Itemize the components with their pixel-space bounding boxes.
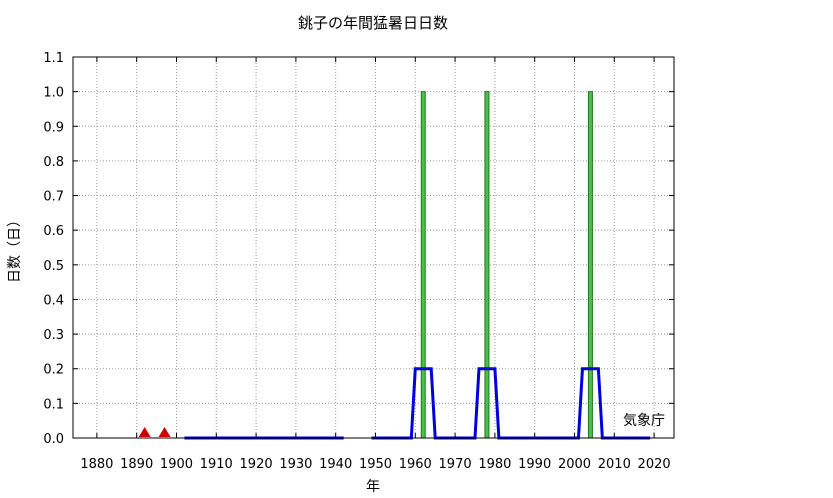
y-tick-label: 1.1: [43, 51, 64, 66]
x-tick-label: 1970: [439, 457, 472, 472]
y-tick-label: 0.7: [43, 190, 64, 205]
x-tick-label: 2010: [598, 457, 631, 472]
bar-series: [420, 91, 593, 439]
x-tick-label: 1930: [279, 457, 312, 472]
chart-title: 銚子の年間猛暑日日数: [298, 14, 448, 32]
bar: [484, 91, 490, 439]
x-tick-label: 1880: [80, 457, 113, 472]
triangle-marker: [158, 427, 171, 437]
triangle-marker: [138, 427, 151, 437]
marker-series: [138, 427, 171, 437]
y-tick-label: 0.9: [43, 120, 64, 135]
bar: [420, 91, 426, 439]
y-axis-label: 日数（日）: [7, 213, 23, 283]
x-tick-label: 1900: [160, 457, 193, 472]
x-axis-label: 年: [366, 479, 380, 495]
y-tick-label: 0.3: [43, 328, 64, 343]
grid-lines: [73, 56, 674, 439]
credit-label: 気象庁: [623, 413, 665, 429]
x-tick-label: 1890: [120, 457, 153, 472]
x-tick-label: 1940: [319, 457, 352, 472]
line-series: [184, 367, 651, 440]
series-line: [371, 367, 651, 440]
y-tick-label: 0.8: [43, 155, 64, 170]
x-tick-label: 2020: [638, 457, 671, 472]
x-tick-label: 2000: [558, 457, 591, 472]
x-tick-label: 1990: [518, 457, 551, 472]
y-tick-label: 0.4: [43, 293, 64, 308]
y-tick-label: 1.0: [43, 86, 64, 101]
x-tick-label: 1950: [359, 457, 392, 472]
y-axis-ticks: 0.0 0.1 0.2 0.3 0.4 0.5 0.6 0.7 0.8 0.9 1.0 1.1: [43, 51, 674, 447]
y-tick-label: 0.0: [43, 432, 64, 447]
bar: [587, 91, 593, 439]
y-tick-label: 0.2: [43, 363, 64, 378]
x-tick-label: 1910: [200, 457, 233, 472]
y-tick-label: 0.1: [43, 397, 64, 412]
x-tick-label: 1960: [399, 457, 432, 472]
x-tick-label: 1920: [240, 457, 273, 472]
y-tick-label: 0.6: [43, 224, 64, 239]
plot-frame: [72, 56, 675, 439]
y-tick-label: 0.5: [43, 259, 64, 274]
x-tick-label: 1980: [478, 457, 511, 472]
x-axis-ticks: 1880 1890 1900 1910 1920 1930 1940 1950 1960 1970…: [80, 57, 671, 472]
